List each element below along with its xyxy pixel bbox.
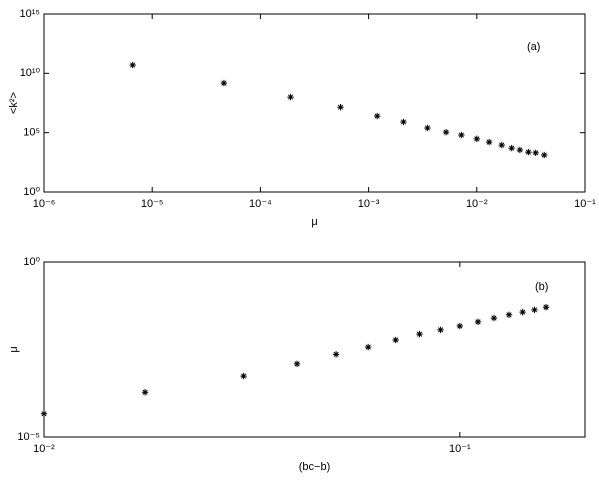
point [220, 79, 228, 87]
panel-label: (a) [527, 41, 540, 53]
point [442, 128, 450, 136]
point [519, 308, 526, 316]
x-tick-label: 10⁻¹ [449, 443, 471, 455]
point [531, 306, 538, 314]
x-tick-label: 10⁻³ [358, 198, 380, 210]
y-tick-label: 10⁻⁵ [17, 431, 40, 443]
point [364, 343, 372, 351]
point [293, 360, 301, 368]
point [40, 410, 48, 418]
point [240, 372, 247, 380]
x-tick-label: 10⁻⁴ [249, 198, 272, 210]
x-axis-label: μ [311, 216, 317, 228]
point [541, 151, 548, 159]
point [525, 148, 532, 156]
point [485, 138, 493, 146]
y-tick-label: 10¹⁰ [20, 67, 41, 79]
x-tick-label: 10⁻⁶ [33, 198, 56, 210]
plot-area [43, 13, 586, 193]
x-tick-label: 10⁻² [466, 198, 488, 210]
point [508, 144, 515, 152]
point [516, 146, 524, 154]
point [542, 304, 550, 311]
x-axis-label: (bc−b) [299, 461, 331, 473]
y-axis-label: μ [8, 346, 20, 352]
point [505, 311, 513, 319]
point [337, 103, 344, 111]
y-tick-label: 10⁰ [23, 186, 40, 198]
point [490, 314, 498, 322]
point [424, 124, 431, 132]
point [373, 112, 381, 120]
panel-label: (b) [535, 281, 548, 293]
x-tick-label: 10⁻⁵ [141, 198, 164, 210]
point [437, 326, 444, 334]
point [287, 93, 294, 101]
point [474, 318, 482, 326]
point [332, 351, 340, 358]
point [392, 336, 399, 344]
x-tick-label: 10⁻¹ [574, 198, 596, 210]
y-tick-label: 10⁰ [23, 256, 40, 268]
point [456, 322, 464, 330]
point [458, 131, 465, 139]
point [416, 330, 423, 338]
y-tick-label: 10⁵ [23, 127, 40, 139]
point [129, 61, 136, 69]
point [400, 118, 407, 126]
point [473, 135, 480, 143]
point [532, 149, 539, 157]
y-tick-label: 10¹⁵ [20, 8, 40, 20]
point [498, 141, 505, 149]
plot-area [43, 261, 586, 438]
point [141, 389, 149, 396]
x-tick-label: 10⁻² [33, 443, 55, 455]
y-axis-label: <k²> [8, 92, 20, 114]
